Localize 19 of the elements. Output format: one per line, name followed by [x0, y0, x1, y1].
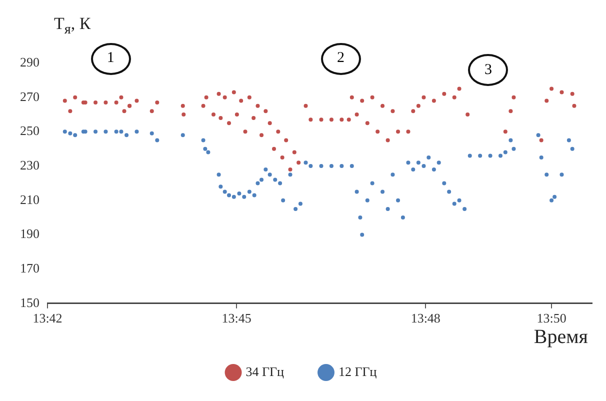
x-tick-label: 13:42 — [32, 310, 62, 326]
y-tick-label: 250 — [20, 123, 40, 138]
x-tick-label: 13:50 — [536, 310, 566, 326]
x-axis-title: Время — [534, 326, 588, 349]
ellipse-outline: 3 — [468, 54, 508, 86]
y-tick-label: 270 — [20, 88, 40, 104]
ellipse-outline: 2 — [320, 42, 361, 75]
y-tick-label: 190 — [20, 226, 40, 242]
legend-label: 34 ГГц — [246, 364, 284, 379]
x-tick-label: 13:48 — [410, 310, 440, 326]
y-tick-label: 150 — [20, 294, 40, 310]
y-axis-title: T$_{я}$, К — [54, 14, 91, 38]
y-tick-label: 290 — [20, 54, 40, 70]
y-tick-label: 210 — [20, 192, 40, 207]
legend-label: 12 ГГц — [338, 364, 377, 379]
x-tick-label: 13:45 — [222, 310, 252, 326]
ellipse-outline: 1 — [90, 42, 131, 75]
y-tick-label: 170 — [20, 260, 40, 276]
y-tick-label: 230 — [20, 157, 40, 172]
